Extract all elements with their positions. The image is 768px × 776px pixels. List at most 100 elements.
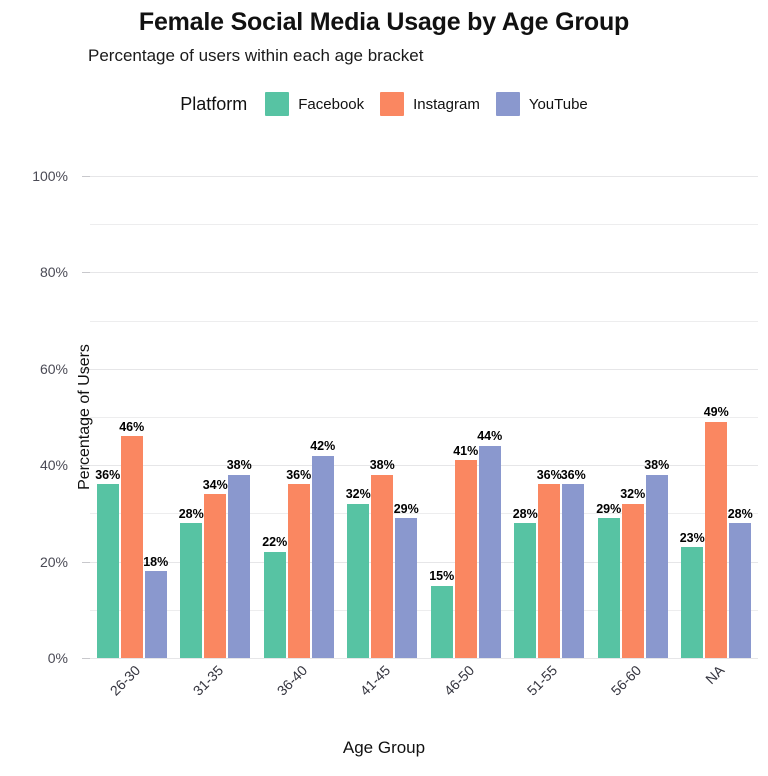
bar-group: 28% 36% 36%	[508, 176, 592, 658]
bar[interactable]: 41%	[453, 445, 478, 658]
bar-value-label: 15%	[429, 569, 455, 584]
legend-label-youtube: YouTube	[528, 95, 588, 113]
bar[interactable]: 44%	[477, 430, 502, 658]
bar-value-label: 36%	[536, 467, 562, 482]
x-axis-tick-label: 46-50	[440, 662, 478, 699]
bar[interactable]: 28%	[179, 508, 204, 658]
x-axis-tick-label: 56-60	[607, 662, 645, 699]
gridline	[90, 465, 758, 467]
gridline	[90, 561, 758, 563]
bar-value-label: 32%	[620, 487, 646, 502]
bar[interactable]: 46%	[119, 421, 144, 658]
legend-title: Platform	[180, 93, 248, 114]
x-axis-tick-label: NA	[702, 662, 728, 688]
x-axis-tick-label: 26-30	[106, 662, 144, 699]
y-axis-tick-mark	[82, 465, 90, 467]
bar-group: 29% 32% 38%	[591, 176, 675, 658]
bar[interactable]: 18%	[143, 556, 168, 658]
bar[interactable]: 49%	[704, 406, 729, 658]
bar[interactable]: 29%	[596, 503, 621, 658]
chart-title: Female Social Media Usage by Age Group	[138, 8, 630, 36]
legend-label-facebook: Facebook	[298, 95, 365, 113]
gridline	[90, 609, 758, 611]
x-axis-tick-label: 51-55	[523, 662, 561, 699]
bar-group: 36% 46% 18%	[90, 176, 174, 658]
legend-swatch-youtube	[495, 92, 520, 116]
bar-value-label: 18%	[143, 554, 169, 569]
legend-swatch-facebook	[265, 92, 290, 116]
legend-item-facebook[interactable]: Facebook	[265, 92, 364, 116]
y-axis-tick-label: 80%	[39, 264, 68, 281]
bar-value-label: 28%	[727, 506, 753, 521]
y-axis-tick-mark	[82, 272, 90, 274]
bar[interactable]: 36%	[561, 469, 586, 658]
gridline	[90, 272, 758, 274]
x-axis-tick-label: 41-45	[356, 662, 394, 699]
bar[interactable]: 29%	[394, 503, 419, 658]
y-axis-tick-label: 20%	[39, 553, 68, 570]
bar-value-label: 46%	[119, 419, 145, 434]
bar[interactable]: 32%	[620, 488, 645, 658]
bar[interactable]: 38%	[644, 459, 669, 658]
bar[interactable]: 38%	[227, 459, 252, 658]
bar-value-label: 32%	[345, 487, 371, 502]
bar-value-label: 38%	[226, 458, 252, 473]
y-axis-tick-label: 60%	[39, 360, 68, 377]
legend-label-instagram: Instagram	[413, 95, 480, 113]
bar-value-label: 23%	[679, 530, 705, 545]
legend-item-instagram[interactable]: Instagram	[380, 92, 480, 116]
bar-value-label: 44%	[477, 429, 503, 444]
bar-value-label: 28%	[512, 506, 538, 521]
bar[interactable]: 42%	[310, 440, 335, 658]
bar[interactable]: 28%	[728, 508, 753, 658]
bar-value-label: 28%	[178, 506, 204, 521]
bar[interactable]: 36%	[95, 469, 120, 658]
gridline	[90, 320, 758, 322]
y-axis-tick-mark	[82, 658, 90, 659]
y-axis-tick-mark	[82, 368, 90, 370]
gridline	[90, 224, 758, 226]
y-axis-tick-mark	[82, 176, 90, 177]
gridline	[90, 176, 758, 177]
bar[interactable]: 22%	[262, 536, 287, 658]
x-axis-tick-label: 31-35	[189, 662, 227, 699]
bar-value-label: 42%	[310, 439, 336, 454]
bar[interactable]: 23%	[680, 532, 705, 658]
bar-value-label: 41%	[453, 443, 479, 458]
bar[interactable]: 38%	[370, 459, 395, 658]
bar-group: 22% 36% 42%	[257, 176, 341, 658]
bar-value-label: 36%	[95, 467, 121, 482]
bar-value-label: 29%	[596, 501, 622, 516]
y-axis-title: Percentage of Users	[75, 344, 93, 490]
bar[interactable]: 28%	[513, 508, 538, 658]
x-axis-title: Age Group	[342, 738, 426, 757]
y-axis-tick-label: 0%	[47, 650, 68, 666]
plot-area: 0% 20% 40% 60% 80% 100% 36% 46% 18% 26-30 28% 34% 38…	[32, 168, 758, 699]
gridline	[90, 658, 758, 659]
bar-value-label: 49%	[703, 405, 729, 420]
x-axis-tick-label: 36-40	[273, 662, 311, 699]
gridline	[90, 417, 758, 418]
legend-swatch-instagram	[380, 92, 405, 116]
y-axis-tick-mark	[82, 561, 90, 563]
bar-value-label: 22%	[262, 535, 288, 550]
bar-value-label: 34%	[202, 477, 228, 492]
chart-subtitle: Percentage of users within each age brac…	[88, 46, 424, 65]
bar-group: 15% 41% 44%	[424, 176, 508, 658]
bar[interactable]: 34%	[203, 479, 228, 658]
bar[interactable]: 32%	[346, 488, 371, 658]
bar-group: 28% 34% 38%	[174, 176, 258, 658]
bar-value-label: 29%	[393, 501, 419, 516]
bar-value-label: 36%	[286, 467, 312, 482]
bar-value-label: 36%	[560, 467, 586, 482]
chart-legend: Platform Facebook Instagram YouTube	[0, 92, 768, 116]
legend-item-youtube[interactable]: YouTube	[495, 92, 588, 116]
bar-value-label: 38%	[369, 458, 395, 473]
bar[interactable]: 15%	[429, 570, 454, 658]
gridline	[90, 513, 758, 515]
bar-value-label: 38%	[644, 458, 670, 473]
bar[interactable]: 36%	[537, 469, 562, 658]
bar[interactable]: 36%	[286, 469, 311, 658]
bar-group: 32% 38% 29%	[341, 176, 425, 658]
